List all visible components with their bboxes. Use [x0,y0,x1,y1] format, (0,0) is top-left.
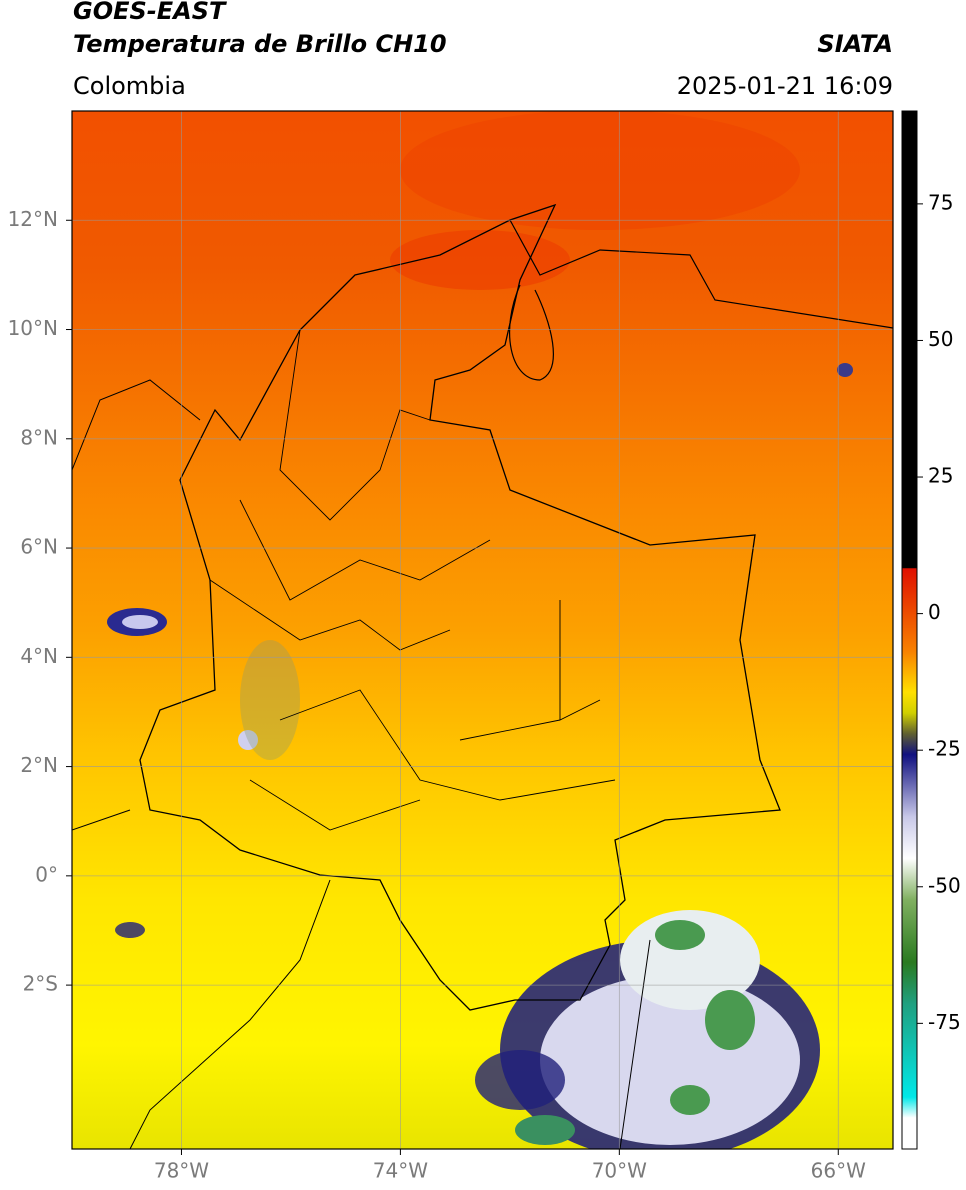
y-tick-label: 8°N [20,425,58,449]
colorbar-tick-label: -25 [928,737,961,761]
subtitle: Temperatura de Brillo CH10 [73,30,447,58]
colorbar-tick-label: -75 [928,1010,961,1034]
x-tick-label: 66°W [811,1159,866,1183]
lake-outline [509,284,554,381]
warm-area [390,230,570,290]
x-tick-label: 74°W [373,1159,428,1183]
colorbar-tick-label: 0 [928,600,941,624]
country-border [139,203,781,1011]
region: Colombia [73,72,186,100]
grid [72,111,893,1149]
map-frame [71,110,894,1150]
x-tick-label: 78°W [154,1159,209,1183]
y-tick-label: 2°S [23,972,58,996]
cloud-cluster [107,363,853,1149]
warm-area [400,111,800,230]
border [72,379,651,1149]
coastline [509,219,893,329]
colorbar-tick-label: 25 [928,464,953,488]
colorbar [901,110,918,1150]
map-image [72,111,893,1149]
title: GOES-EAST [73,0,227,25]
y-tick-label: 6°N [20,535,58,559]
x-tick-label: 70°W [592,1159,647,1183]
colorbar-tick-label: -50 [928,873,961,897]
colorbar-tick-label: 50 [928,327,953,351]
y-tick-label: 0° [35,862,58,886]
y-tick-label: 12°N [8,207,58,231]
y-tick-label: 4°N [20,644,58,668]
colorbar-tick-label: 75 [928,190,953,214]
department-borders [209,329,616,831]
y-tick-label: 10°N [8,316,58,340]
y-tick-label: 2°N [20,753,58,777]
timestamp: 2025-01-21 16:09 [677,72,893,100]
source: SIATA [817,30,893,58]
